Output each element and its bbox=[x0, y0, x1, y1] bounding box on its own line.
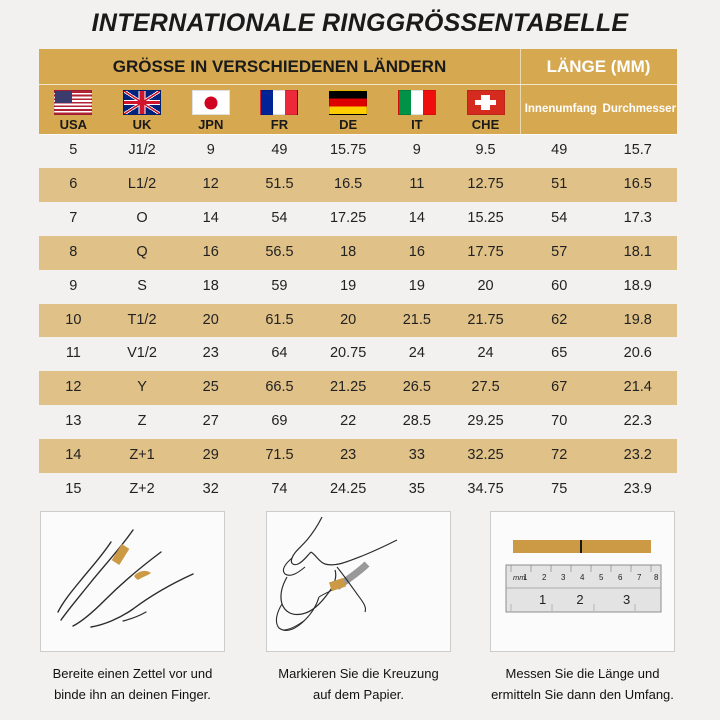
svg-text:1: 1 bbox=[523, 573, 528, 582]
svg-text:8: 8 bbox=[654, 573, 659, 582]
svg-text:5: 5 bbox=[599, 573, 604, 582]
svg-text:2: 2 bbox=[542, 573, 547, 582]
svg-text:6: 6 bbox=[618, 573, 623, 582]
svg-text:7: 7 bbox=[637, 573, 642, 582]
svg-text:1: 1 bbox=[539, 592, 546, 607]
svg-text:2: 2 bbox=[576, 592, 583, 607]
svg-text:3: 3 bbox=[561, 573, 566, 582]
svg-text:3: 3 bbox=[623, 592, 630, 607]
svg-text:4: 4 bbox=[580, 573, 585, 582]
